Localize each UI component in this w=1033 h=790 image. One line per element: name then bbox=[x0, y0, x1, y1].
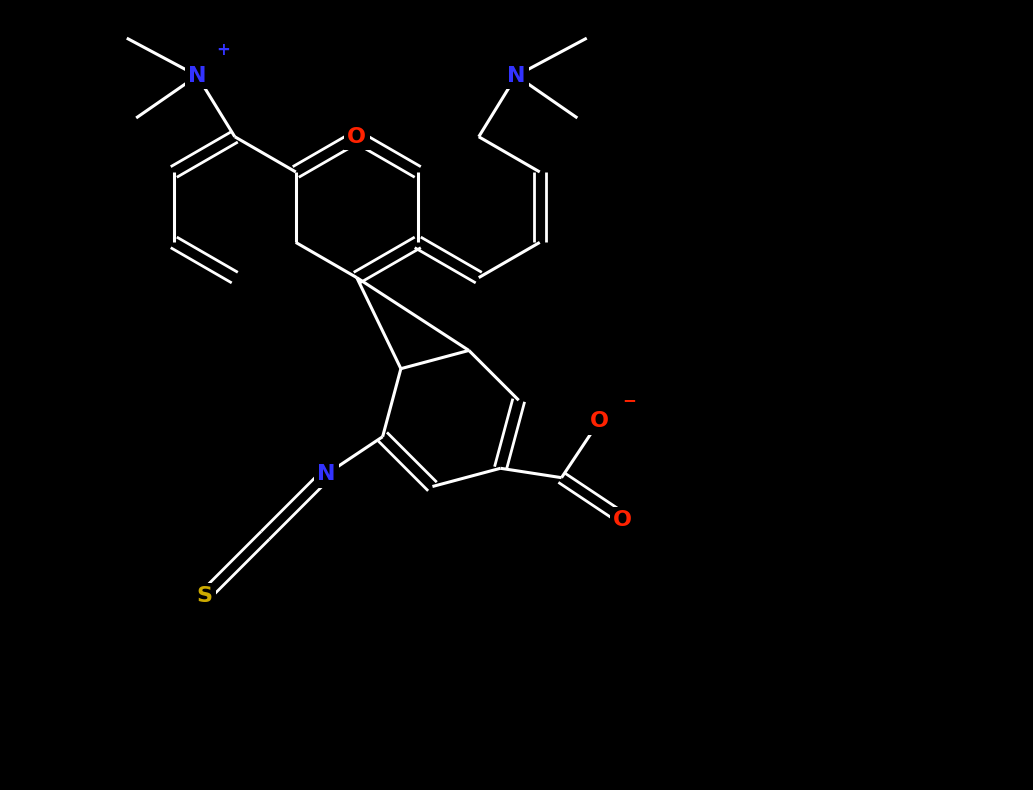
Text: +: + bbox=[216, 41, 230, 59]
Text: N: N bbox=[188, 66, 207, 85]
Text: O: O bbox=[613, 510, 632, 530]
Text: N: N bbox=[507, 66, 526, 85]
Text: O: O bbox=[590, 412, 608, 431]
Text: N: N bbox=[317, 465, 336, 484]
Text: O: O bbox=[347, 126, 367, 147]
Text: S: S bbox=[196, 586, 212, 607]
Text: −: − bbox=[623, 391, 636, 409]
